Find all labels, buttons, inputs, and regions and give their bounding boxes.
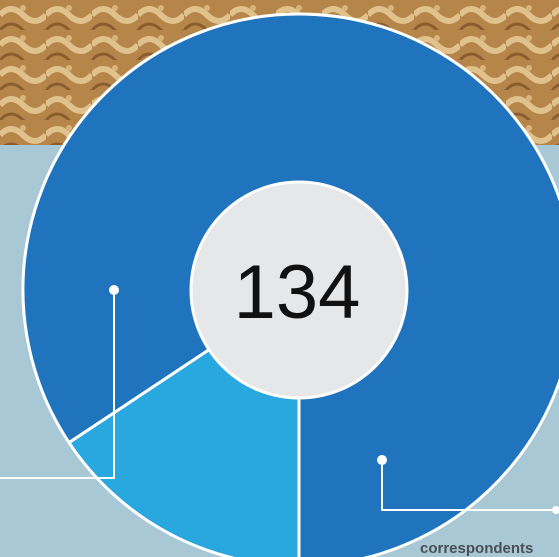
leader-line xyxy=(0,290,115,479)
center-circle xyxy=(189,180,409,400)
leader-lines xyxy=(0,290,559,511)
total-label: 134 xyxy=(234,250,361,335)
annotation: correspondents xyxy=(420,540,533,557)
leader-line xyxy=(381,460,559,511)
leader-dot xyxy=(109,285,119,295)
leader-dot xyxy=(552,506,559,514)
leader-dot xyxy=(377,455,387,465)
